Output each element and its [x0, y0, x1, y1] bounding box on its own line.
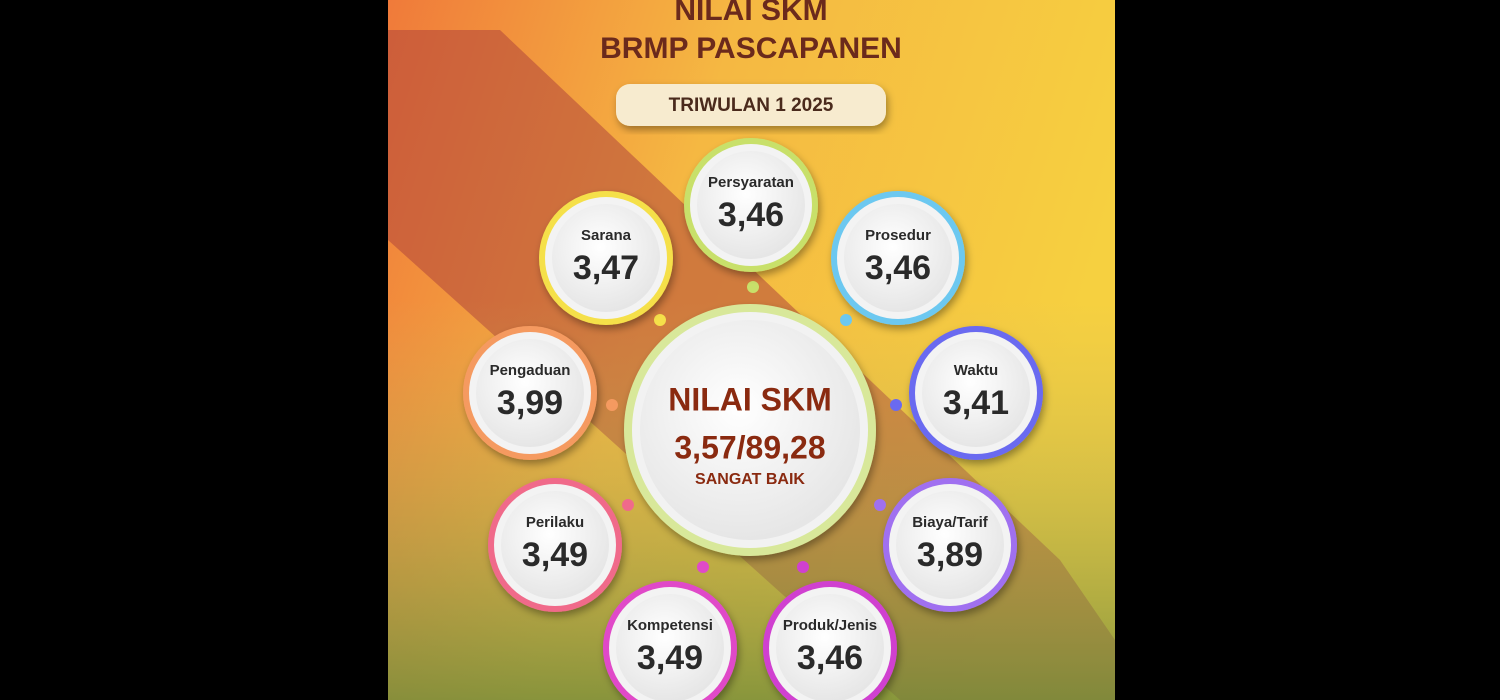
item-value: 3,46	[797, 639, 863, 677]
period-pill	[616, 84, 886, 126]
period: TRIWULAN 1 2025	[669, 95, 834, 116]
item-disc	[552, 204, 660, 312]
center-score: 3,57/89,28	[674, 429, 825, 465]
item-value: 3,46	[718, 196, 784, 234]
item-value: 3,89	[917, 536, 983, 574]
item-label: Perilaku	[526, 514, 584, 531]
item-disc	[697, 151, 805, 259]
title: BRMP PASCAPANEN	[600, 32, 902, 65]
item-value: 3,99	[497, 384, 563, 422]
center-category: SANGAT BAIK	[695, 471, 805, 488]
item-value: 3,46	[865, 249, 931, 287]
title: NILAI SKM	[674, 0, 827, 27]
item-label: Biaya/Tarif	[912, 514, 989, 531]
connector-dots	[606, 281, 902, 573]
item-value: 3,47	[573, 249, 639, 287]
item-disc	[501, 491, 609, 599]
item-disc	[476, 339, 584, 447]
item-value: 3,49	[522, 536, 588, 574]
item-value: 3,41	[943, 384, 1009, 422]
item-disc	[616, 594, 724, 700]
item-disc	[776, 594, 884, 700]
item-label: Waktu	[954, 362, 998, 379]
item-label: Prosedur	[865, 227, 931, 244]
item-value: 3,49	[637, 639, 703, 677]
center-label: NILAI SKM	[668, 381, 832, 417]
item-disc	[922, 339, 1030, 447]
item-label: Persyaratan	[708, 174, 794, 191]
item-label: Produk/Jenis	[783, 617, 877, 634]
center-disc	[640, 320, 860, 540]
item-disc	[844, 204, 952, 312]
item-label: Pengaduan	[490, 362, 571, 379]
item-label: Sarana	[581, 227, 632, 244]
item-disc	[896, 491, 1004, 599]
item-label: Kompetensi	[627, 617, 713, 634]
